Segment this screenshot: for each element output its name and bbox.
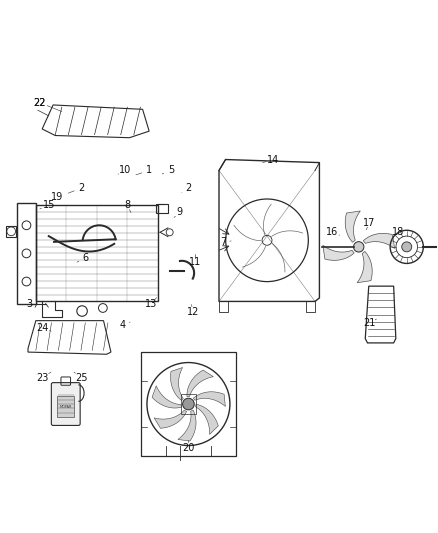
- Bar: [306, 302, 315, 312]
- Text: 23: 23: [36, 373, 48, 383]
- Text: 24: 24: [36, 322, 48, 333]
- Text: 6: 6: [83, 253, 89, 263]
- Text: 13: 13: [145, 298, 157, 309]
- Text: 11: 11: [189, 257, 201, 267]
- Text: 2: 2: [185, 183, 191, 193]
- Text: 22: 22: [34, 98, 46, 108]
- Text: 4: 4: [120, 320, 126, 330]
- Circle shape: [402, 242, 412, 252]
- Text: 14: 14: [268, 155, 280, 165]
- Text: 8: 8: [124, 200, 131, 211]
- Bar: [219, 302, 228, 312]
- Text: 1: 1: [146, 165, 152, 175]
- Polygon shape: [187, 370, 213, 397]
- Text: 21: 21: [364, 318, 376, 328]
- Polygon shape: [154, 410, 187, 429]
- Polygon shape: [345, 211, 360, 243]
- Text: 5: 5: [168, 165, 174, 175]
- Polygon shape: [152, 386, 181, 408]
- Bar: [57, 396, 74, 417]
- Bar: [155, 204, 168, 213]
- Text: 2: 2: [78, 183, 85, 193]
- Circle shape: [183, 398, 194, 410]
- Text: 9: 9: [177, 207, 183, 217]
- Text: 22: 22: [34, 98, 46, 108]
- Text: MOPAR: MOPAR: [60, 405, 72, 409]
- Text: 7: 7: [220, 238, 226, 247]
- FancyBboxPatch shape: [51, 383, 80, 425]
- Polygon shape: [178, 410, 196, 441]
- Text: 25: 25: [75, 373, 88, 383]
- Bar: [7, 226, 16, 237]
- Polygon shape: [195, 404, 218, 434]
- Bar: [141, 352, 236, 456]
- Text: 19: 19: [51, 192, 64, 201]
- Text: 18: 18: [392, 227, 404, 237]
- Circle shape: [353, 241, 364, 252]
- Text: 17: 17: [364, 218, 376, 228]
- Bar: [35, 205, 158, 302]
- Polygon shape: [170, 367, 183, 401]
- Polygon shape: [363, 233, 395, 248]
- Bar: [17, 203, 35, 304]
- Text: 12: 12: [187, 308, 199, 317]
- Text: 3: 3: [26, 298, 32, 309]
- Polygon shape: [193, 392, 226, 407]
- Polygon shape: [357, 252, 372, 283]
- Text: 20: 20: [182, 443, 194, 453]
- Polygon shape: [323, 245, 354, 260]
- Text: 10: 10: [119, 165, 131, 175]
- Text: 16: 16: [326, 227, 339, 237]
- Text: 15: 15: [42, 200, 55, 211]
- Bar: [181, 394, 196, 414]
